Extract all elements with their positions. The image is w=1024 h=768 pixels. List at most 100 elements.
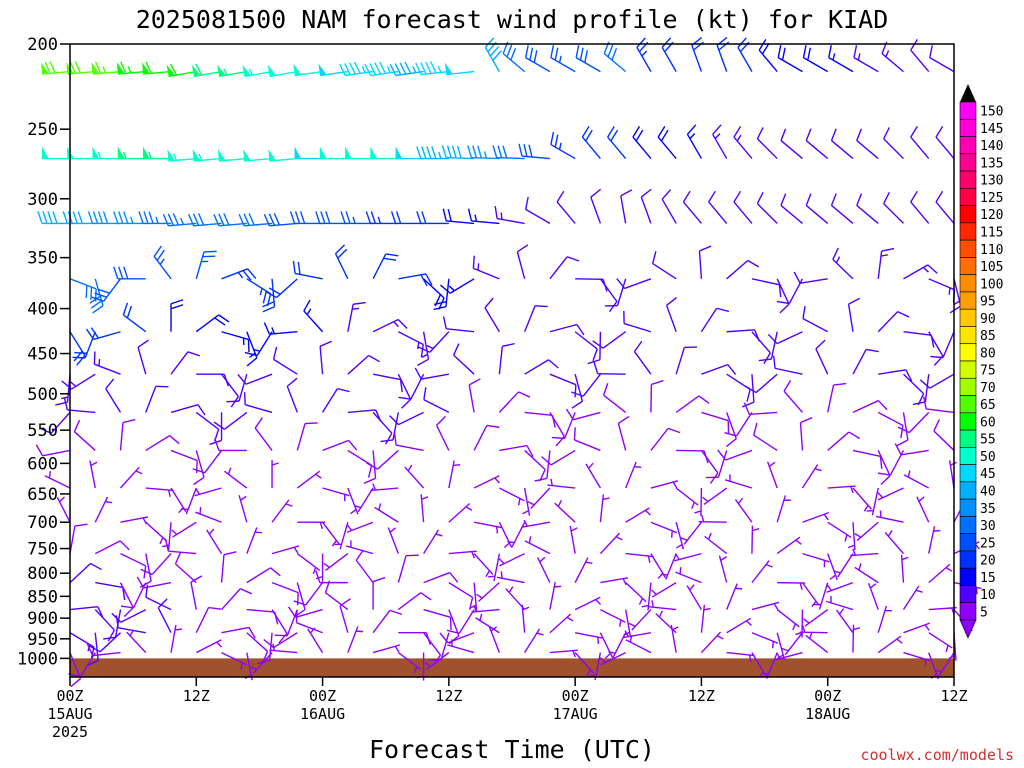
- barb-shaft: [525, 208, 551, 225]
- wind-barb: [923, 396, 955, 414]
- barb-half-feather: [628, 622, 636, 628]
- barb-feather: [73, 419, 81, 432]
- wind-barb: [142, 61, 172, 75]
- barb-feather: [319, 340, 333, 347]
- barb-half-feather: [352, 307, 360, 310]
- wind-barb: [319, 146, 348, 160]
- barb-feather: [554, 47, 559, 61]
- wind-barb: [607, 125, 627, 160]
- wind-barb: [802, 552, 830, 568]
- barb-feather: [935, 190, 944, 203]
- barb-shaft: [94, 632, 99, 661]
- barb-half-feather: [448, 285, 455, 292]
- wind-barb: [246, 632, 269, 664]
- barb-half-feather: [975, 587, 978, 595]
- wind-barb: [452, 343, 475, 375]
- barb-feather: [523, 144, 528, 157]
- barb-shaft: [497, 576, 525, 584]
- barb-half-feather: [554, 585, 562, 588]
- wind-barb: [878, 369, 913, 382]
- barb-shaft: [271, 499, 290, 523]
- wind-barb: [35, 444, 71, 457]
- barb-half-feather: [768, 461, 776, 467]
- barb-half-feather: [795, 539, 802, 545]
- barb-pennant: [192, 149, 201, 162]
- barb-feather: [156, 249, 165, 261]
- barb-feather: [716, 307, 730, 313]
- barb-half-feather: [634, 465, 642, 469]
- barb-feather: [389, 609, 403, 616]
- wind-barb: [417, 331, 450, 353]
- barb-shaft: [346, 521, 374, 533]
- wind-barb: [929, 45, 955, 73]
- barb-feather: [833, 382, 847, 386]
- barb-feather: [935, 125, 944, 138]
- barb-feather: [102, 211, 109, 224]
- barb-half-feather: [644, 509, 651, 516]
- wind-barb: [661, 189, 677, 224]
- barb-shaft: [423, 608, 451, 618]
- barb-shaft: [372, 253, 387, 280]
- wind-barb: [446, 609, 475, 635]
- barb-shaft: [665, 553, 677, 580]
- wind-barb: [39, 411, 71, 434]
- barb-pennant: [370, 146, 377, 159]
- wind-barb: [776, 632, 786, 660]
- barb-feather: [492, 145, 498, 158]
- barb-shaft: [903, 331, 932, 336]
- colorbar-label: 80: [980, 346, 996, 361]
- barb-shaft: [835, 609, 854, 634]
- barb-half-feather: [490, 626, 498, 632]
- barb-shaft: [206, 529, 223, 554]
- barb-shaft: [755, 373, 778, 394]
- barb-shaft: [686, 585, 703, 610]
- barb-shaft: [854, 566, 879, 584]
- x-tick-label: 12Z: [688, 687, 715, 705]
- wind-barb: [372, 253, 399, 280]
- barb-shaft: [440, 632, 450, 660]
- colorbar-cell: [959, 464, 977, 483]
- barb-half-feather: [771, 641, 774, 649]
- x-tick-label: 00Z: [814, 687, 841, 705]
- barb-shaft: [827, 553, 838, 581]
- barb-shaft: [928, 278, 955, 291]
- barb-feather: [632, 125, 641, 138]
- colorbar-cell: [959, 447, 977, 465]
- barb-shaft: [195, 411, 220, 430]
- credit-text: coolwx.com/models: [860, 746, 1014, 764]
- wind-barb: [244, 331, 273, 357]
- barb-feather: [213, 213, 220, 227]
- barb-shaft: [67, 409, 96, 414]
- wind-barb: [187, 213, 222, 227]
- barb-shaft: [377, 449, 399, 470]
- x-tick-label: 00Z: [562, 687, 589, 705]
- barb-feather: [423, 387, 427, 400]
- wind-barb: [675, 487, 699, 509]
- wind-barb: [363, 450, 377, 485]
- wind-barb: [157, 598, 172, 634]
- wind-barb: [120, 516, 149, 525]
- barb-shaft: [423, 632, 442, 656]
- barb-half-feather: [393, 321, 399, 328]
- barb-shaft: [296, 553, 321, 572]
- barb-feather: [414, 367, 422, 380]
- wind-barb: [625, 582, 647, 605]
- x-tick-date: 16AUG: [300, 705, 345, 723]
- barb-half-feather: [378, 503, 382, 511]
- barb-feather: [489, 46, 500, 57]
- wind-barb: [195, 639, 223, 654]
- barb-feather: [63, 397, 69, 411]
- barb-half-feather: [823, 513, 829, 521]
- barb-shaft: [625, 507, 651, 523]
- barb-shaft: [616, 278, 627, 306]
- barb-shaft: [244, 404, 273, 414]
- wind-barb: [263, 632, 298, 649]
- wind-barb: [767, 331, 803, 345]
- barb-feather: [661, 37, 672, 48]
- barb-shaft: [322, 439, 349, 452]
- barb-half-feather: [372, 483, 377, 491]
- wind-barb: [700, 604, 711, 633]
- barb-shaft: [524, 411, 553, 417]
- barb-shaft: [392, 412, 400, 441]
- barb-feather: [780, 128, 787, 141]
